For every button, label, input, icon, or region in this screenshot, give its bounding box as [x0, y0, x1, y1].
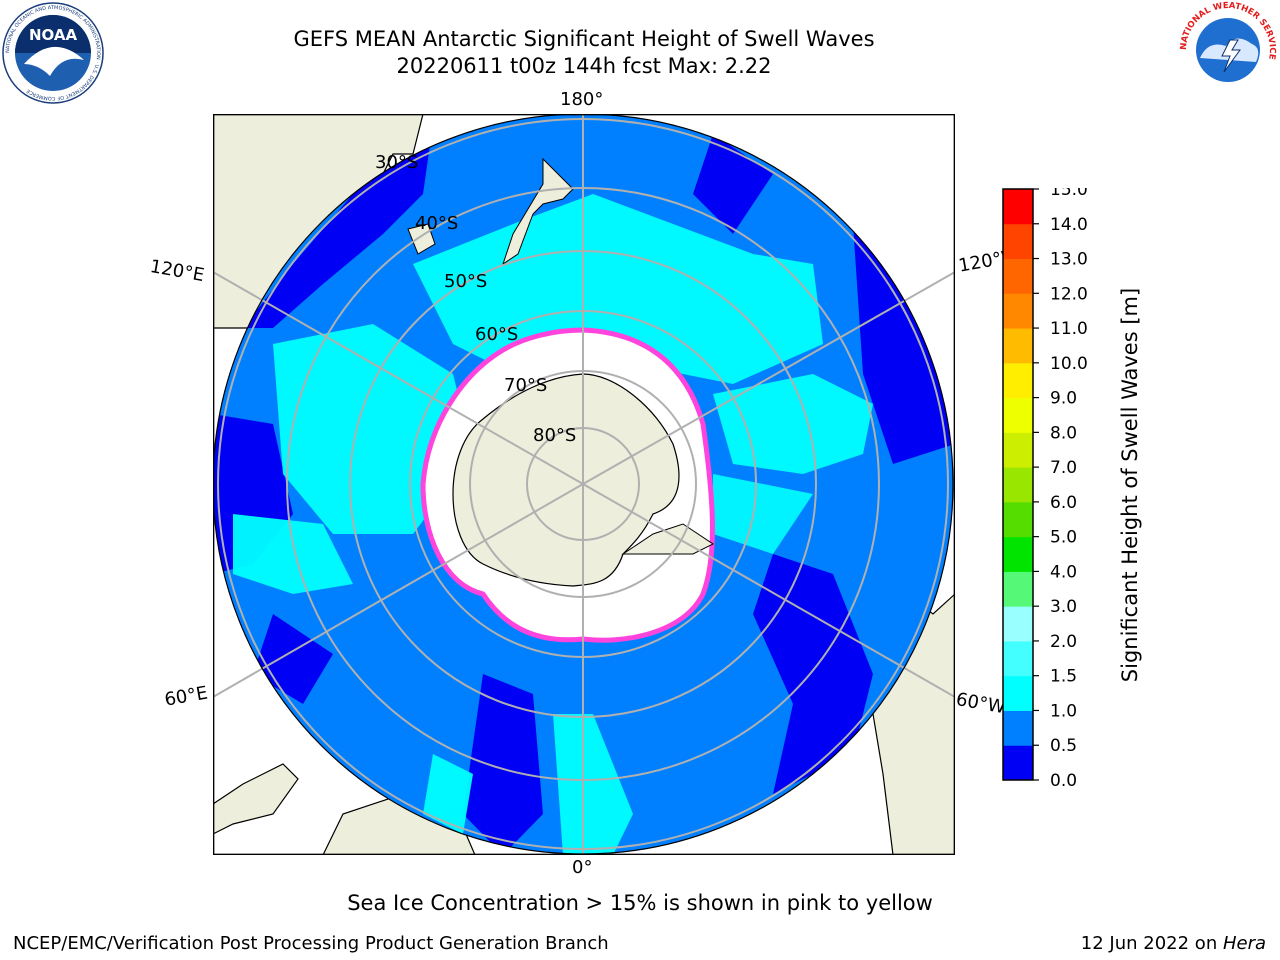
colorbar-segment [1003, 293, 1033, 329]
footer-date-text: 12 Jun 2022 on [1080, 933, 1223, 954]
new-zealand [502, 157, 574, 266]
colorbar-segment [1003, 223, 1033, 260]
lon-label-180: 180° [560, 89, 604, 110]
graticule [213, 114, 955, 855]
noaa-logo-text: NOAA [29, 26, 78, 44]
colorbar-tick-label: 1.5 [1050, 667, 1077, 687]
colorbar-segment [1003, 328, 1033, 364]
colorbar-tick-label: 15.0 [1050, 188, 1088, 200]
lat-label-80s: 80°S [533, 425, 576, 446]
lon-label-120e: 120°E [148, 256, 206, 287]
colorbar-segment [1003, 258, 1033, 294]
colorbar-tick-label: 8.0 [1050, 423, 1077, 443]
colorbar-segment [1003, 189, 1033, 225]
lat-label-50s: 50°S [444, 271, 487, 292]
colorbar-tick-label: 9.0 [1050, 389, 1077, 409]
sea-ice-note: Sea Ice Concentration > 15% is shown in … [347, 891, 933, 915]
colorbar-segment [1003, 675, 1033, 711]
antarctic-continent [452, 373, 680, 587]
footer-date: 12 Jun 2022 on Hera [1081, 933, 1266, 954]
colorbar-tick-label: 4.0 [1050, 562, 1077, 582]
nws-logo: NATIONAL WEATHER SERVICE [1179, 1, 1277, 96]
colorbar-border [1002, 188, 1034, 781]
colorbar-tick-label: 1.0 [1050, 701, 1077, 721]
lat-label-70s: 70°S [504, 375, 547, 396]
colorbar-segment [1003, 362, 1033, 399]
colorbar-tick-label: 6.0 [1050, 493, 1077, 513]
colorbar-segment [1003, 467, 1033, 503]
colorbar-segment [1003, 432, 1033, 468]
colorbar-segment [1003, 571, 1033, 607]
colorbar-tick-label: 0.5 [1050, 736, 1077, 756]
colorbar-tick-label: 0.0 [1050, 771, 1077, 788]
footer-branch: NCEP/EMC/Verification Post Processing Pr… [13, 933, 609, 954]
colorbar-tick-label: 2.0 [1050, 632, 1077, 652]
colorbar-tick-label: 10.0 [1050, 354, 1088, 374]
colorbar-tick-label: 7.0 [1050, 458, 1077, 478]
footer-machine: Hera [1222, 933, 1266, 954]
colorbar-tick-label: 11.0 [1050, 319, 1088, 339]
colorbar-label: Significant Height of Swell Waves [m] [1118, 287, 1142, 683]
swell-height-map: 30°S 40°S 50°S 60°S 70°S 80°S [213, 114, 955, 855]
colorbar-tick-label: 12.0 [1050, 284, 1088, 304]
lon-label-0: 0° [572, 857, 593, 878]
colorbar-segment [1003, 536, 1033, 572]
lon-label-60e: 60°E [163, 682, 210, 711]
noaa-logo: NOAA NATIONAL OCEANIC AND ATMOSPHERIC AD… [2, 2, 104, 104]
colorbar-segment [1003, 710, 1033, 746]
colorbar-segment [1003, 501, 1033, 538]
colorbar-segment [1003, 745, 1033, 781]
lat-label-40s: 40°S [415, 213, 458, 234]
land-madagascar [213, 763, 299, 835]
colorbar-tick-label: 13.0 [1050, 250, 1088, 270]
colorbar-segment [1003, 397, 1033, 433]
lat-label-60s: 60°S [475, 324, 518, 345]
lat-label-30s: 30°S [375, 152, 418, 173]
colorbar-tick-label: 14.0 [1050, 215, 1088, 235]
chart-title: GEFS MEAN Antarctic Significant Height o… [293, 27, 875, 51]
chart-subtitle: 20220611 t00z 144h fcst Max: 2.22 [396, 54, 772, 78]
map-border [213, 114, 955, 855]
colorbar-tick-label: 3.0 [1050, 597, 1077, 617]
antarctica [420, 327, 715, 643]
colorbar: 0.0 0.5 1.0 1.5 2.0 3.0 4.0 5.0 6.0 7.0 8.0 9.0 10.0… [1002, 188, 1088, 788]
colorbar-tick-label: 5.0 [1050, 528, 1077, 548]
colorbar-segment [1003, 606, 1033, 642]
colorbar-segment [1003, 640, 1033, 677]
